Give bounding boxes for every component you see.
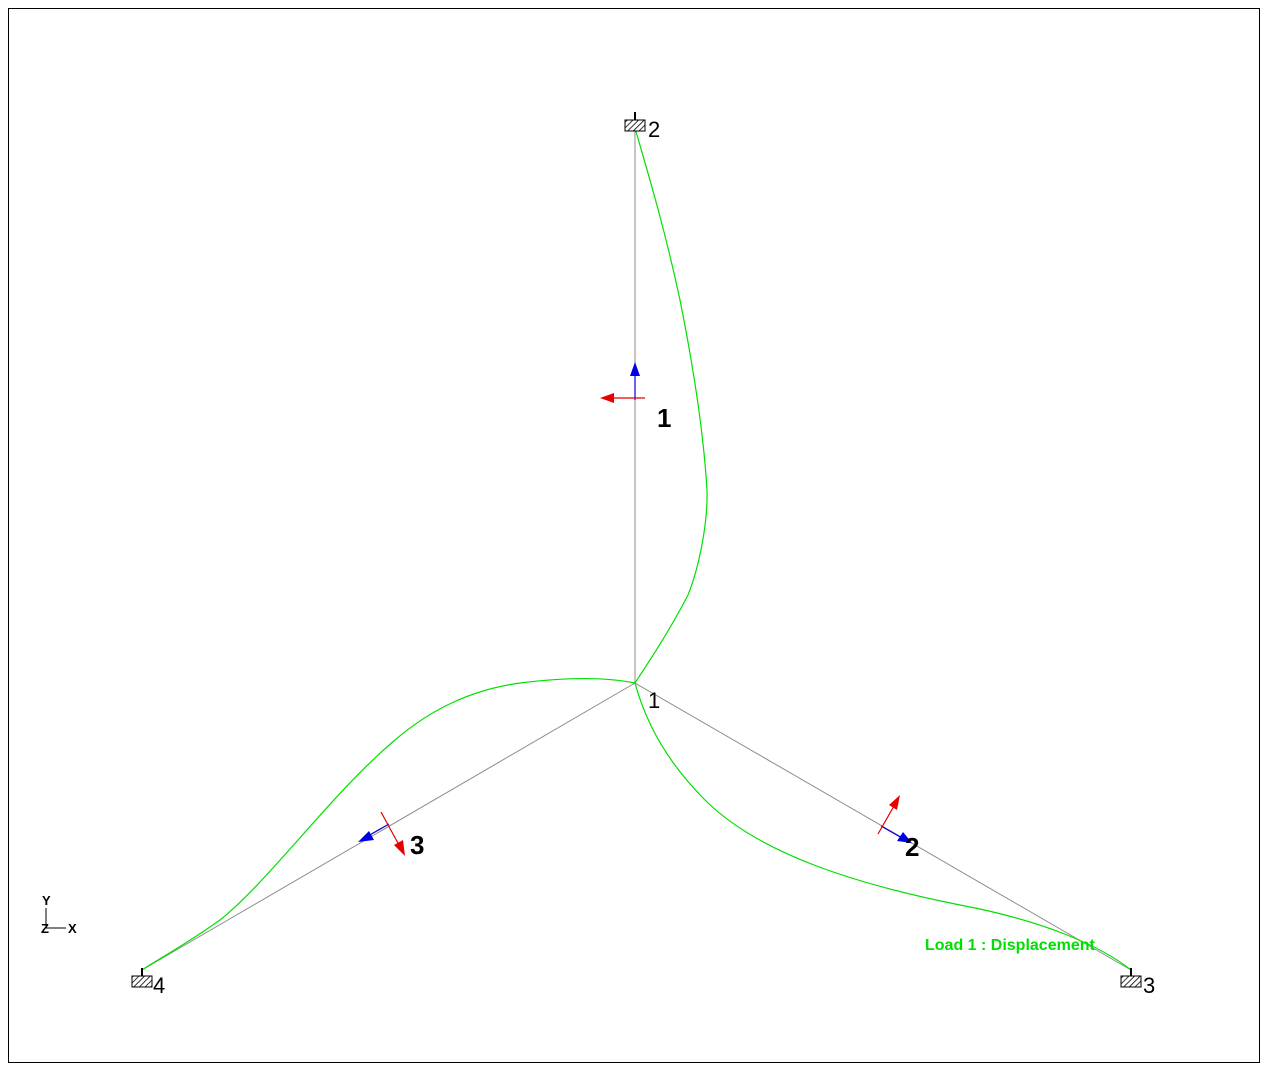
arrow-icon [394,840,405,856]
viewport-border [8,8,1260,1063]
member-label-3: 3 [410,830,424,860]
deflected-member-3 [141,677,636,971]
load-caption: Load 1 : Displacement [925,937,1095,954]
node-label-4: 4 [153,973,165,998]
member-3-local-axes [358,811,405,856]
member-label-1: 1 [657,403,671,433]
deflected-shape-group [141,127,1132,971]
node-label-3: 3 [1143,973,1155,998]
fixed-support-icon [131,975,153,988]
axis-y-label: Y [42,893,51,908]
fixed-support-icon [1120,975,1142,988]
support-node-2[interactable] [624,112,646,132]
node-label-1: 1 [648,688,660,713]
node-label-2: 2 [648,117,660,142]
axis-z-label: Z [41,921,49,936]
fixed-support-icon [624,119,646,132]
arrow-icon [889,795,900,810]
arrow-icon [897,832,912,843]
deflected-member-2 [634,682,1132,971]
members-group [141,128,1132,971]
axis-triad: Y Z X [41,893,77,936]
arrow-left-icon [600,393,614,403]
arrow-up-icon [630,362,640,376]
arrow-icon [358,831,374,842]
support-node-3[interactable] [1120,968,1142,988]
deflected-member-1 [634,127,708,684]
member-2-local-axes [877,795,912,843]
member-1-local-axes [600,362,645,403]
member-label-2: 2 [905,832,919,862]
axis-x-label: X [68,921,77,936]
support-node-4[interactable] [131,968,153,988]
